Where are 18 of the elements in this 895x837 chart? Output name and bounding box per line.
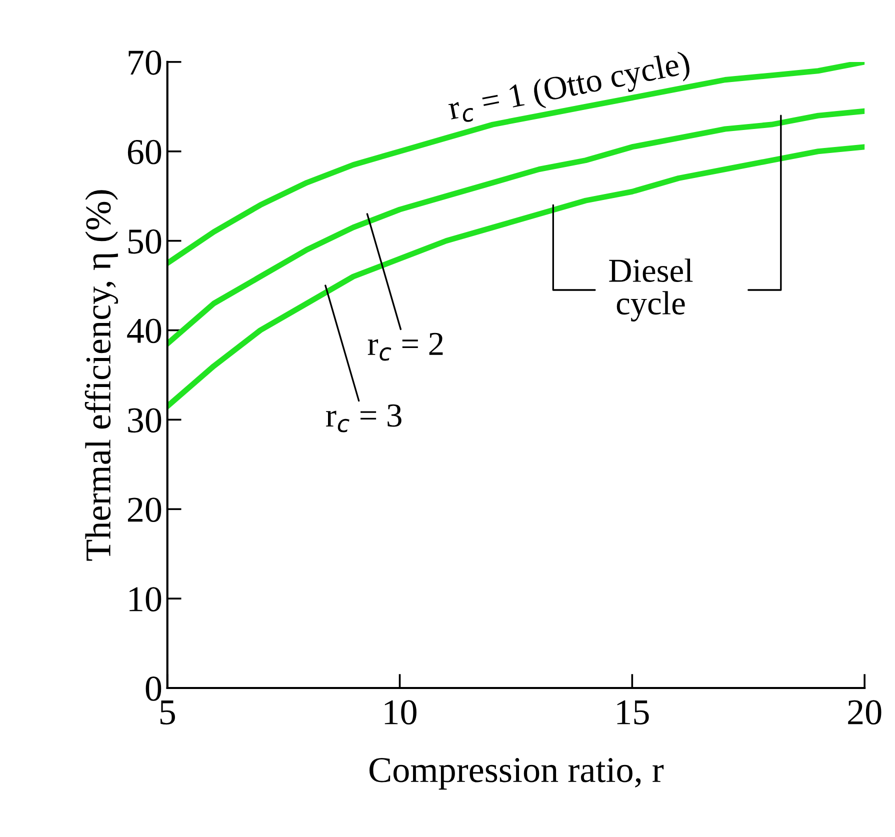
y-tick-label: 40: [127, 318, 162, 344]
x-tick-label: 15: [617, 700, 649, 725]
x-tick-label: 10: [384, 700, 416, 725]
annotation: Diesel cycle: [609, 258, 693, 322]
x-axis-title: Compression ratio, r: [370, 758, 664, 790]
y-tick-label: 70: [128, 50, 162, 75]
annotation: r$_{c}$ = 3: [326, 404, 402, 432]
y-axis-title: Thermal efficiency, η (%): [84, 190, 118, 561]
x-tick-label: 20: [848, 700, 882, 725]
annotation: r$_{c}$ = 2: [368, 332, 443, 361]
y-tick-label: 60: [128, 140, 162, 164]
y-tick-label: 0: [146, 676, 162, 701]
annotation: r$_{c}$ = 1 (Otto cycle): [446, 50, 692, 126]
y-tick-label: 50: [128, 229, 162, 254]
x-tick-label: 5: [160, 700, 175, 725]
y-tick-label: 10: [130, 587, 162, 612]
y-tick-label: 30: [128, 408, 162, 433]
y-tick-label: 20: [128, 498, 162, 522]
